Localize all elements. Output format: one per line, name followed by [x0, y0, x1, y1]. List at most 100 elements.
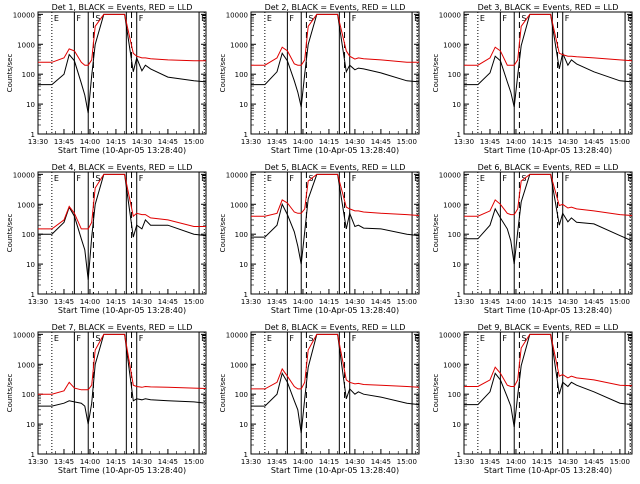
- x-tick-label: 14:00: [506, 138, 526, 146]
- y-tick-label: 1: [31, 291, 35, 299]
- plot-frame: [463, 331, 633, 455]
- y-tick-label: 1: [457, 291, 461, 299]
- x-tick-label: 15:00: [397, 138, 417, 146]
- series-line-events: [38, 173, 207, 280]
- y-tick-label: 10000: [13, 331, 35, 339]
- region-letter: E: [480, 174, 485, 183]
- chart-title: Det 1, BLACK = Events, RED = LLD: [52, 3, 193, 12]
- y-tick-label: 100: [235, 391, 248, 399]
- x-tick-label: 14:45: [371, 458, 391, 466]
- x-tick-label: 14:15: [319, 458, 339, 466]
- region-letter: S: [95, 334, 100, 343]
- region-letter: F: [139, 14, 144, 23]
- x-tick-label: 15:00: [610, 138, 630, 146]
- region-letter: E: [414, 334, 419, 343]
- x-tick-label: 14:30: [558, 138, 578, 146]
- x-tick-label: 14:30: [132, 138, 152, 146]
- y-tick-label: 1000: [230, 201, 248, 209]
- series-line-events: [464, 173, 633, 265]
- x-tick-label: 14:00: [293, 138, 313, 146]
- y-tick-label: 100: [448, 391, 461, 399]
- y-tick-label: 1: [31, 131, 35, 139]
- x-tick-label: 14:45: [158, 458, 178, 466]
- x-tick-label: 14:30: [558, 458, 578, 466]
- x-tick-label: 15:00: [184, 298, 204, 306]
- x-axis-title: Start Time (10-Apr-05 13:28:40): [58, 306, 186, 315]
- y-axis-title: Counts/sec: [432, 374, 440, 413]
- y-tick-label: 10: [452, 101, 461, 109]
- x-axis-title: Start Time (10-Apr-05 13:28:40): [58, 466, 186, 475]
- region-letter: E: [480, 14, 485, 23]
- x-tick-label: 13:30: [241, 138, 261, 146]
- y-axis-title: Counts/sec: [219, 54, 227, 93]
- y-tick-label: 100: [448, 71, 461, 79]
- chart-title: Det 5, BLACK = Events, RED = LLD: [265, 163, 406, 172]
- y-tick-label: 10000: [13, 171, 35, 179]
- series-line-lld: [464, 333, 633, 387]
- region-letter: E: [201, 14, 206, 23]
- y-tick-label: 100: [22, 231, 35, 239]
- x-tick-label: 13:45: [54, 458, 74, 466]
- region-letter: F: [565, 14, 570, 23]
- x-tick-label: 15:00: [610, 298, 630, 306]
- x-tick-label: 13:30: [454, 298, 474, 306]
- x-tick-label: 14:15: [532, 298, 552, 306]
- y-tick-label: 100: [22, 391, 35, 399]
- x-tick-label: 13:45: [267, 298, 287, 306]
- region-letter: F: [289, 14, 294, 23]
- chart-panel-4: E F S F E 1 10 100 1000 10000 13:30 13:45 14:00 14:15…: [6, 163, 207, 315]
- x-tick-label: 14:45: [584, 298, 604, 306]
- chart-title: Det 3, BLACK = Events, RED = LLD: [478, 3, 619, 12]
- x-tick-label: 14:00: [80, 458, 100, 466]
- chart-title: Det 2, BLACK = Events, RED = LLD: [265, 3, 406, 12]
- region-letter: F: [76, 334, 81, 343]
- y-tick-label: 10: [239, 421, 248, 429]
- region-letter: E: [627, 14, 632, 23]
- x-tick-label: 14:15: [106, 298, 126, 306]
- region-letter: E: [54, 174, 59, 183]
- x-tick-label: 13:45: [480, 458, 500, 466]
- region-letter: S: [308, 14, 313, 23]
- x-axis-title: Start Time (10-Apr-05 13:28:40): [58, 146, 186, 155]
- series-line-events: [251, 173, 420, 265]
- y-axis-title: Counts/sec: [6, 54, 14, 93]
- x-tick-label: 14:30: [558, 298, 578, 306]
- x-tick-label: 13:45: [480, 298, 500, 306]
- x-tick-label: 13:45: [267, 458, 287, 466]
- y-axis-title: Counts/sec: [432, 54, 440, 93]
- region-letter: F: [76, 14, 81, 23]
- y-tick-label: 100: [448, 231, 461, 239]
- y-tick-label: 1000: [443, 361, 461, 369]
- region-letter: S: [95, 14, 100, 23]
- region-letter: F: [565, 334, 570, 343]
- plot-frame: [37, 11, 207, 135]
- x-tick-label: 14:15: [532, 458, 552, 466]
- y-tick-label: 1: [457, 451, 461, 459]
- x-tick-label: 14:30: [345, 298, 365, 306]
- x-tick-label: 14:15: [532, 138, 552, 146]
- chart-panel-1: E F S F E 1 10 100 1000 10000 13:30 13:45 14:00 14:15…: [6, 3, 207, 155]
- chart-panel-3: E F S F E 1 10 100 1000 10000 13:30 13:45 14:00 14:15…: [432, 3, 633, 155]
- plot-frame: [250, 331, 420, 455]
- x-axis-title: Start Time (10-Apr-05 13:28:40): [271, 466, 399, 475]
- x-tick-label: 13:30: [28, 138, 48, 146]
- region-letter: S: [95, 174, 100, 183]
- region-letter: S: [521, 14, 526, 23]
- x-tick-label: 14:45: [158, 298, 178, 306]
- region-letter: F: [502, 174, 507, 183]
- x-tick-label: 13:30: [28, 298, 48, 306]
- y-tick-label: 1: [457, 131, 461, 139]
- x-tick-label: 14:45: [371, 138, 391, 146]
- series-line-lld: [251, 173, 420, 217]
- x-tick-label: 14:00: [506, 298, 526, 306]
- series-line-lld: [38, 173, 206, 230]
- x-tick-label: 14:30: [132, 458, 152, 466]
- y-tick-label: 10000: [226, 11, 248, 19]
- series-line-lld: [251, 333, 420, 390]
- region-letter: E: [627, 174, 632, 183]
- x-tick-label: 14:15: [106, 138, 126, 146]
- region-letter: F: [502, 334, 507, 343]
- y-tick-label: 10000: [439, 171, 461, 179]
